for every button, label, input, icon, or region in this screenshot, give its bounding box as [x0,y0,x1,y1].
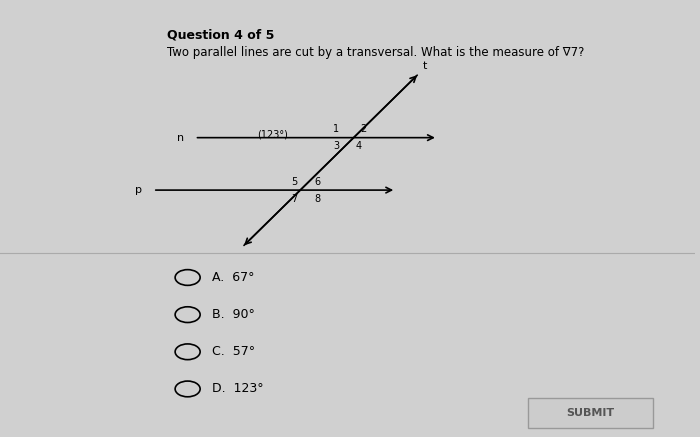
Text: Two parallel lines are cut by a transversal. What is the measure of ∇7?: Two parallel lines are cut by a transver… [167,46,584,59]
Text: (123°): (123°) [258,129,288,139]
Text: n: n [177,133,184,142]
Text: 8: 8 [314,194,320,205]
Text: t: t [423,61,427,71]
Text: 7: 7 [291,194,298,205]
FancyBboxPatch shape [528,398,653,428]
Text: SUBMIT: SUBMIT [566,408,615,418]
Text: 4: 4 [356,141,362,151]
Text: 3: 3 [333,141,339,151]
Text: 2: 2 [360,124,366,134]
Text: 1: 1 [333,124,339,134]
Text: D.  123°: D. 123° [212,382,264,395]
Text: C.  57°: C. 57° [212,345,255,358]
Text: A.  67°: A. 67° [212,271,255,284]
Text: 5: 5 [291,177,298,187]
Text: 6: 6 [314,177,320,187]
Text: Question 4 of 5: Question 4 of 5 [167,28,274,42]
Text: p: p [136,185,143,195]
Text: B.  90°: B. 90° [212,308,255,321]
